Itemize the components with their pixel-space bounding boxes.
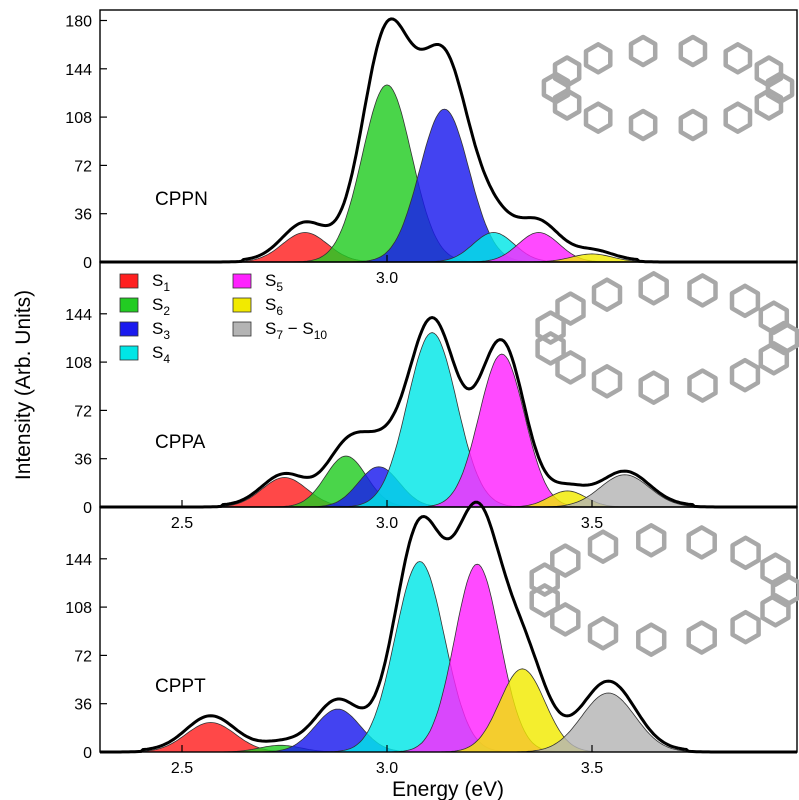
panel-cppa: 0 36 72 108 144 2.5 3.0 3.5 CPPA [65,261,798,532]
y-tick-label: 0 [83,745,92,762]
panel-label: CPPT [155,676,206,697]
legend-item: S2 [119,295,170,318]
molecule-ring [535,271,799,405]
panel-label: CPPN [155,189,208,210]
legend-item: S4 [119,343,170,366]
legend-label: S3 [152,319,170,342]
x-tick-label: 3.0 [376,515,398,532]
y-tick-label: 36 [74,697,92,714]
y-tick-label: 0 [83,255,92,272]
panels: 0 36 72 108 144 180 3.0 CPPN 0 36 72 108 144 2.5 3.0 3.… [65,9,798,777]
legend-swatch [119,321,139,337]
legend-swatch [119,273,139,289]
legend-label: S4 [152,343,170,366]
y-tick-label: 108 [65,355,92,372]
legend-item: S7 − S10 [232,319,327,342]
y-tick-label: 144 [65,552,92,569]
panel-frame [99,506,798,753]
y-tick-label: 72 [74,158,92,175]
y-tick-label: 108 [65,110,92,127]
panel-cppn: 0 36 72 108 144 180 3.0 CPPN [65,9,798,287]
y-tick-label: 180 [65,14,92,31]
y-tick-label: 72 [74,648,92,665]
peak-s3 [100,108,797,263]
peak-s4 [100,332,797,508]
legend-swatch [232,321,252,337]
x-tick-label: 2.5 [171,515,193,532]
legend-label: S1 [152,271,170,294]
x-tick-label: 3.5 [581,515,603,532]
molecule-ring [529,523,799,657]
legend-label: S7 − S10 [265,319,327,342]
x-axis-label: Energy (eV) [392,778,504,800]
y-axis-label: Intensity (Arb. Units) [12,290,35,480]
panel-label: CPPA [155,432,206,453]
y-tick-label: 36 [74,207,92,224]
legend-label: S2 [152,295,170,318]
envelope-line [100,500,797,754]
x-tick-label: 3.0 [376,270,398,287]
y-tick-label: 144 [65,62,92,79]
x-tick-label: 3.0 [376,760,398,777]
legend-label: S6 [265,295,283,318]
legend-label: S5 [265,271,283,294]
y-tick-label: 0 [83,500,92,517]
legend-swatch [119,297,139,313]
legend-item: S6 [232,295,283,318]
molecule-illustrations [529,34,799,657]
y-tick-label: 72 [74,403,92,420]
legend-swatch [232,297,252,313]
x-tick-label: 3.5 [581,760,603,777]
y-tick-label: 144 [65,307,92,324]
legend-item: S1 [119,271,170,294]
legend-item: S5 [232,271,283,294]
panel-cppt: 0 36 72 108 144 2.5 3.0 3.5 CPPT [65,500,798,777]
molecule-ring [541,34,795,142]
y-tick-label: 36 [74,452,92,469]
legend-swatch [119,345,139,361]
legend-swatch [232,273,252,289]
legend-item: S3 [119,319,170,342]
x-tick-label: 2.5 [171,760,193,777]
y-tick-label: 108 [65,600,92,617]
